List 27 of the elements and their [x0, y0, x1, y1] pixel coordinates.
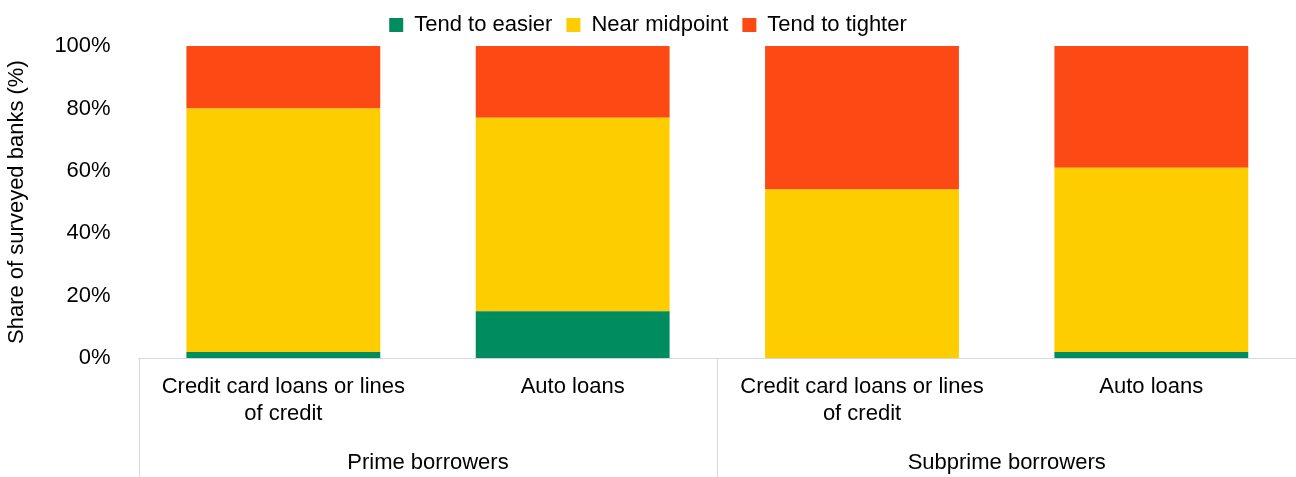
bar: [1054, 167, 1249, 352]
y-tick-label: 0%: [78, 344, 111, 370]
y-tick-label: 40%: [66, 219, 111, 245]
bar: [1054, 351, 1249, 359]
x-tick-label: Auto loans: [520, 373, 625, 399]
x-tick-label: Credit card loans or lines of credit: [161, 373, 406, 425]
legend-label: Tend to easier: [414, 11, 553, 37]
bar: [765, 46, 959, 190]
y-tick-label: 100%: [54, 32, 111, 58]
bar: [475, 311, 670, 359]
y-tick-label: 20%: [66, 281, 111, 307]
bar: [475, 46, 670, 118]
bar: [1054, 46, 1249, 168]
bar: [186, 46, 381, 109]
legend-label: Near midpoint: [591, 11, 729, 37]
bar: [475, 117, 670, 312]
legend-label: Tend to tighter: [767, 11, 907, 37]
y-axis-title: Share of surveyed banks (%): [3, 60, 29, 344]
bar: [765, 189, 959, 359]
y-tick-label: 60%: [66, 156, 111, 182]
text: Prime borrowers: [347, 449, 509, 475]
text: Subprime borrowers: [907, 449, 1106, 475]
x-tick-label: Credit card loans or lines of credit: [740, 373, 984, 425]
y-tick-label: 80%: [66, 94, 111, 120]
x-tick-label: Auto loans: [1099, 373, 1204, 399]
bar: [186, 351, 381, 359]
bar: [186, 108, 381, 352]
